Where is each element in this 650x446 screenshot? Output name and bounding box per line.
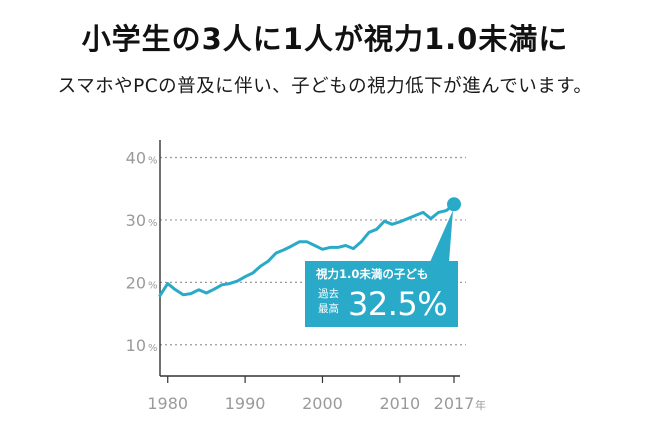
callout-label: 視力1.0未満の子ども (316, 267, 429, 281)
x-tick-label: 2000 (302, 394, 343, 413)
callout-pointer (430, 210, 453, 262)
y-tick-unit: % (148, 218, 158, 229)
y-tick-label: 40 (126, 148, 146, 167)
y-tick-label: 30 (126, 211, 146, 230)
page-title: 小学生の3人に1人が視力1.0未満に (81, 22, 569, 56)
y-tick-label: 20 (126, 273, 146, 292)
callout-value: 32.5% (348, 285, 448, 323)
callout-sub: 過去最高 (318, 288, 339, 315)
x-tick-label: 2017 (434, 394, 475, 413)
x-tick-label: 1980 (147, 394, 188, 413)
y-tick-unit: % (148, 280, 158, 291)
x-tick-label: 2010 (379, 394, 420, 413)
x-tick-unit: 年 (475, 398, 486, 412)
x-tick-label: 1990 (225, 394, 266, 413)
callout-box: 視力1.0未満の子ども 過去最高 32.5% (305, 261, 458, 327)
y-tick-unit: % (148, 343, 158, 354)
series-line (158, 202, 456, 297)
y-tick-unit: % (148, 155, 158, 166)
y-tick-label: 10 (126, 336, 146, 355)
page-subtitle: スマホやPCの普及に伴い、子どもの視力低下が進んでいます。 (57, 76, 593, 97)
highlight-point (447, 197, 461, 212)
